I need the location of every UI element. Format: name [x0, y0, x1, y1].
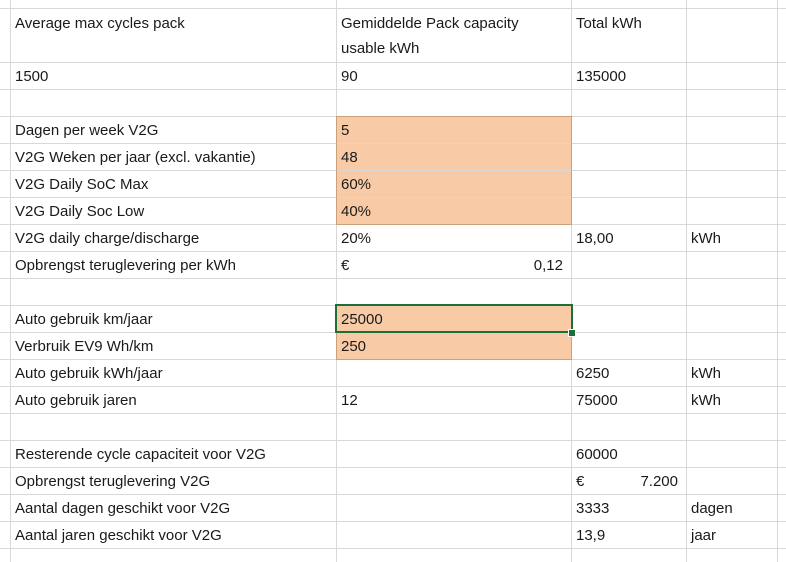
header-cycles[interactable]: Average max cycles pack [15, 15, 185, 32]
row-divider [0, 170, 786, 171]
label-jaren-v2g[interactable]: Aantal jaren geschikt voor V2G [15, 527, 222, 544]
column-divider [686, 0, 687, 562]
unit-dagen-v2g[interactable]: dagen [691, 500, 733, 517]
km-input[interactable] [337, 306, 571, 332]
value-dagen[interactable]: 5 [341, 122, 350, 139]
row-divider [0, 548, 786, 549]
label-weken[interactable]: V2G Weken per jaar (excl. vakantie) [15, 149, 256, 166]
label-charge[interactable]: V2G daily charge/discharge [15, 230, 200, 247]
unit-kwh-jaar[interactable]: kWh [691, 365, 721, 382]
label-dagen-v2g[interactable]: Aantal dagen geschikt voor V2G [15, 500, 231, 517]
label-opbrengst-v2g[interactable]: Opbrengst teruglevering V2G [15, 473, 211, 490]
header-capacity-line2[interactable]: usable kWh [341, 40, 420, 57]
header-total[interactable]: Total kWh [576, 15, 642, 32]
value-charge-pct[interactable]: 20% [341, 230, 372, 247]
value-dagen-v2g[interactable]: 3333 [576, 500, 610, 517]
value-jaren-v2g[interactable]: 13,9 [576, 527, 606, 544]
row-divider [0, 8, 786, 9]
value-weken[interactable]: 48 [341, 149, 358, 166]
label-kwh-jaar[interactable]: Auto gebruik kWh/jaar [15, 365, 163, 382]
label-km[interactable]: Auto gebruik km/jaar [15, 311, 153, 328]
unit-charge[interactable]: kWh [691, 230, 721, 247]
cell-cycles-value[interactable]: 1500 [15, 68, 49, 85]
label-jaren[interactable]: Auto gebruik jaren [15, 392, 137, 409]
row-divider [0, 413, 786, 414]
unit-jaren-total[interactable]: kWh [691, 392, 721, 409]
value-jaren-total[interactable]: 75000 [576, 392, 618, 409]
value-soc-low[interactable]: 40% [341, 203, 372, 220]
label-verbruik[interactable]: Verbruik EV9 Wh/km [15, 338, 154, 355]
row-divider [0, 143, 786, 144]
row-divider [0, 467, 786, 468]
value-verbruik[interactable]: 250 [341, 338, 367, 355]
row-divider [0, 197, 786, 198]
column-divider [777, 0, 778, 562]
label-rest[interactable]: Resterende cycle capaciteit voor V2G [15, 446, 266, 463]
row-divider [0, 251, 786, 252]
currency-opbrengst-kwh[interactable]: € [341, 257, 350, 274]
value-km[interactable]: 25000 [341, 311, 383, 328]
row-divider [0, 278, 786, 279]
fill-handle[interactable] [568, 329, 576, 337]
label-soc-max[interactable]: V2G Daily SoC Max [15, 176, 149, 193]
cell-capacity-value[interactable]: 90 [341, 68, 358, 85]
value-charge-kwh[interactable]: 18,00 [576, 230, 614, 247]
weken-input[interactable] [337, 144, 571, 170]
label-dagen[interactable]: Dagen per week V2G [15, 122, 159, 139]
dagen-input[interactable] [337, 117, 571, 143]
row-divider [0, 494, 786, 495]
soc-low-input[interactable] [337, 198, 571, 224]
soc-max-input[interactable] [337, 171, 571, 197]
row-divider [0, 89, 786, 90]
column-divider [571, 0, 572, 562]
label-soc-low[interactable]: V2G Daily Soc Low [15, 203, 145, 220]
header-capacity-line1[interactable]: Gemiddelde Pack capacity [341, 15, 519, 32]
column-divider [336, 0, 337, 562]
unit-jaren-v2g[interactable]: jaar [691, 527, 717, 544]
value-opbrengst-v2g[interactable]: 7.200 [640, 473, 678, 490]
row-divider [0, 62, 786, 63]
column-divider [10, 0, 11, 562]
cell-total-value[interactable]: 135000 [576, 68, 627, 85]
row-divider [0, 440, 786, 441]
label-opbrengst-kwh[interactable]: Opbrengst teruglevering per kWh [15, 257, 236, 274]
value-jaren[interactable]: 12 [341, 392, 358, 409]
value-opbrengst-kwh[interactable]: 0,12 [533, 257, 563, 274]
currency-opbrengst-v2g[interactable]: € [576, 473, 585, 490]
row-divider [0, 521, 786, 522]
row-divider [0, 386, 786, 387]
verbruik-input[interactable] [337, 333, 571, 359]
value-kwh-jaar[interactable]: 6250 [576, 365, 610, 382]
value-rest[interactable]: 60000 [576, 446, 618, 463]
value-soc-max[interactable]: 60% [341, 176, 372, 193]
